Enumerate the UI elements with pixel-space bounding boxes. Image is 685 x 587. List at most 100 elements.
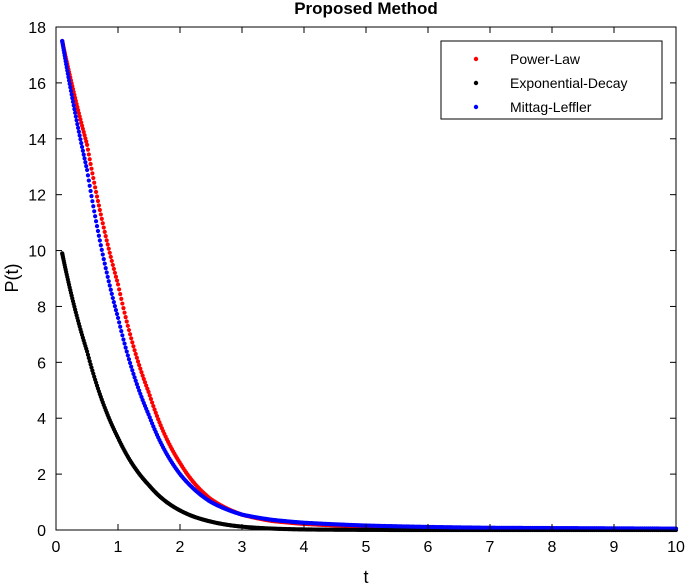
data-point	[67, 81, 72, 87]
data-point	[144, 383, 149, 388]
data-point	[86, 152, 91, 157]
data-point	[91, 204, 96, 209]
data-point	[82, 133, 87, 138]
data-point	[92, 180, 97, 185]
data-point	[81, 129, 86, 135]
data-point	[132, 375, 137, 380]
chart-title: Proposed Method	[294, 0, 438, 18]
data-point	[96, 203, 101, 208]
data-point	[124, 319, 129, 324]
legend-label: Power-Law	[510, 51, 581, 67]
y-tick-label: 16	[28, 76, 46, 93]
data-point	[126, 327, 132, 333]
data-point	[118, 292, 123, 297]
data-point	[106, 246, 111, 251]
data-point	[84, 139, 89, 144]
data-point	[120, 301, 125, 306]
data-point	[86, 355, 91, 361]
data-point	[87, 183, 92, 188]
data-point	[105, 242, 110, 247]
data-point	[97, 238, 102, 243]
data-point	[85, 147, 91, 152]
data-point	[92, 209, 97, 214]
data-point	[99, 216, 104, 221]
data-point	[127, 332, 133, 337]
x-tick-label: 4	[300, 539, 309, 556]
data-point	[69, 92, 74, 97]
data-point	[68, 88, 74, 94]
data-point	[137, 363, 142, 368]
data-point	[85, 352, 91, 357]
data-point	[98, 243, 103, 248]
data-point	[79, 144, 85, 150]
data-point	[153, 410, 158, 415]
data-point	[81, 152, 86, 157]
data-point	[104, 270, 109, 275]
x-tick-label: 7	[486, 539, 495, 556]
legend: Power-Law Exponential-Decay Mittag-Leffler	[440, 40, 663, 120]
legend-label: Mittag-Leffler	[510, 99, 592, 115]
data-point	[86, 178, 91, 183]
x-tick-label: 8	[548, 539, 557, 556]
data-point	[134, 382, 139, 387]
data-point	[147, 393, 152, 398]
data-point	[112, 304, 118, 309]
data-point	[101, 225, 106, 230]
data-point	[113, 308, 119, 313]
data-point	[71, 103, 76, 108]
data-point	[119, 296, 124, 301]
data-point	[129, 336, 134, 341]
data-point	[121, 306, 126, 311]
data-point	[70, 99, 76, 104]
data-point	[82, 156, 87, 161]
data-point	[79, 123, 85, 128]
data-point	[65, 68, 70, 73]
data-point	[76, 129, 81, 134]
data-point	[117, 320, 122, 325]
data-point	[108, 254, 113, 259]
data-point	[154, 413, 160, 419]
data-point	[72, 107, 77, 112]
data-point	[115, 315, 121, 321]
y-axis-label: P(t)	[2, 264, 22, 293]
data-point	[124, 349, 129, 354]
data-point	[95, 198, 101, 204]
data-point	[80, 126, 85, 131]
y-tick-label: 0	[37, 523, 46, 540]
data-point	[100, 221, 105, 226]
data-point	[93, 189, 99, 195]
x-tick-label: 0	[52, 539, 61, 556]
data-point	[111, 300, 116, 305]
y-tick-label: 12	[28, 188, 46, 205]
data-point	[139, 370, 144, 375]
data-point	[83, 136, 88, 141]
data-point	[83, 160, 88, 165]
data-point	[66, 78, 72, 83]
x-tick-label: 1	[114, 539, 123, 556]
data-point	[70, 96, 75, 101]
data-point	[131, 344, 136, 349]
data-point	[78, 137, 83, 142]
data-point	[93, 185, 98, 190]
data-point	[90, 171, 95, 176]
y-tick-label: 6	[37, 355, 46, 372]
data-point	[88, 188, 93, 194]
data-point	[134, 355, 139, 360]
data-point	[112, 270, 118, 275]
data-point	[99, 247, 104, 253]
data-point	[123, 315, 128, 320]
data-point	[96, 233, 101, 238]
data-point	[142, 380, 148, 385]
data-point	[114, 311, 120, 317]
data-point	[132, 348, 137, 353]
data-point	[95, 228, 101, 234]
data-point	[88, 161, 93, 167]
data-point	[79, 120, 84, 125]
data-point	[110, 262, 115, 268]
y-tick-label: 8	[37, 299, 46, 316]
data-point	[118, 324, 123, 329]
data-point	[103, 234, 108, 239]
data-point	[76, 125, 81, 130]
y-tick-label: 2	[37, 467, 46, 484]
